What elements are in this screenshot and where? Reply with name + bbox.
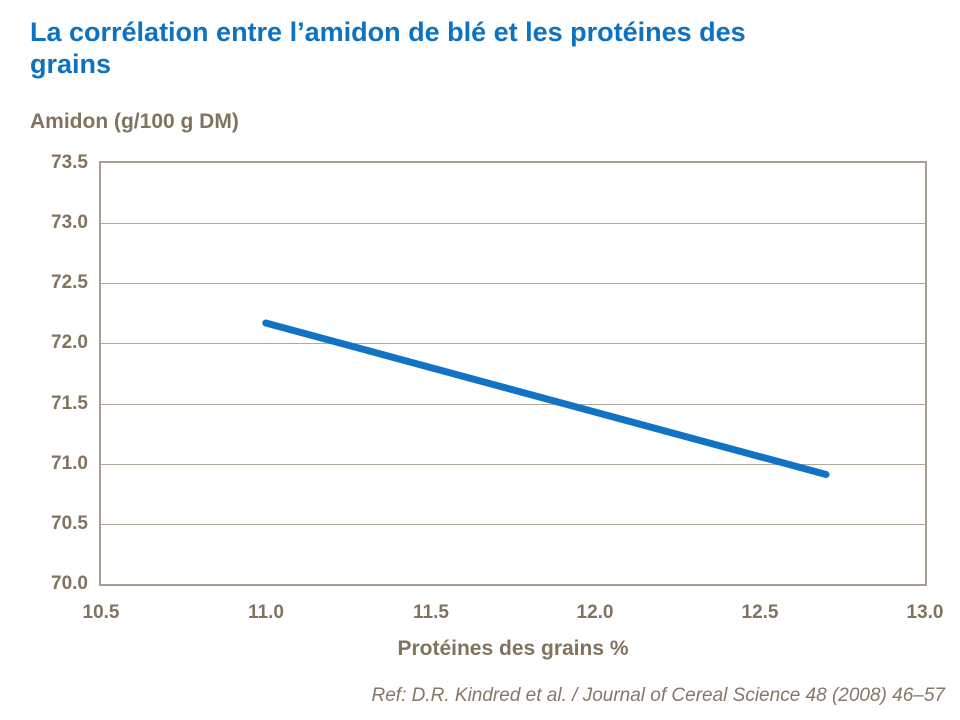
page-title-line2: grains <box>30 49 112 79</box>
x-tick-label: 10.5 <box>82 602 120 623</box>
trend-line-layer <box>262 319 830 478</box>
y-tick-label: 71.0 <box>51 453 88 474</box>
y-tick-label: 70.0 <box>51 573 88 594</box>
page-title: La corrélation entre l’amidon de blé et … <box>30 16 746 80</box>
x-tick-label: 11.0 <box>248 602 284 623</box>
y-tick-label: 70.5 <box>51 513 88 534</box>
x-tick-label: 13.0 <box>906 602 944 623</box>
x-tick-label: 12.5 <box>741 602 779 623</box>
x-axis-title: Protéines des grains % <box>397 637 629 660</box>
y-tick-label: 73.5 <box>51 152 88 173</box>
gridline <box>101 524 925 525</box>
y-axis-title: Amidon (g/100 g DM) <box>30 110 239 133</box>
y-tick-label: 73.0 <box>51 212 88 233</box>
x-tick-label: 11.5 <box>413 602 449 623</box>
y-tick-label: 71.5 <box>51 393 88 414</box>
y-tick-label: 72.5 <box>51 272 88 293</box>
reference-citation: Ref: D.R. Kindred et al. / Journal of Ce… <box>371 685 946 706</box>
plot-area <box>99 161 927 586</box>
trend-line <box>262 319 830 478</box>
gridline <box>101 464 925 465</box>
gridline <box>101 404 925 405</box>
page-title-line1: La corrélation entre l’amidon de blé et … <box>30 17 746 47</box>
x-tick-label: 12.0 <box>576 602 614 623</box>
gridline <box>101 343 925 344</box>
y-tick-label: 72.0 <box>51 332 88 353</box>
gridline <box>101 283 925 284</box>
gridline <box>101 223 925 224</box>
